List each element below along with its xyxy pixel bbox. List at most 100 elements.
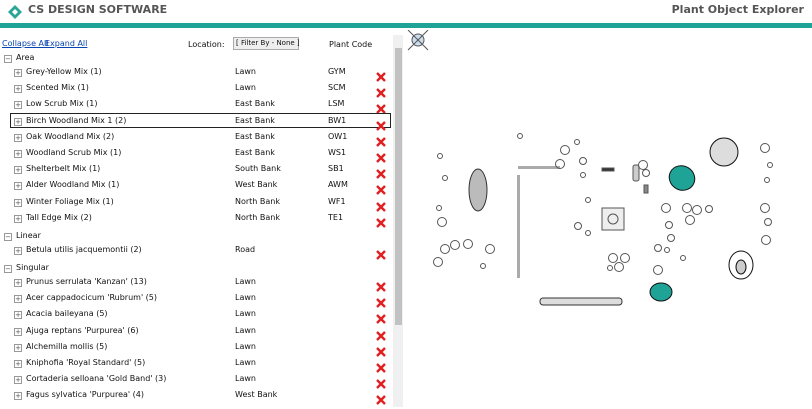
plant-symbol <box>580 172 586 178</box>
plant-name[interactable]: Winter Foliage Mix (1) <box>26 196 114 206</box>
group-name: Linear <box>16 231 41 240</box>
delete-button[interactable] <box>376 293 386 309</box>
delete-icon <box>376 136 386 147</box>
plant-name[interactable]: Acacia baileyana (5) <box>26 309 108 319</box>
delete-icon <box>376 88 386 99</box>
row-toggle[interactable]: + <box>14 247 22 255</box>
delete-button[interactable] <box>376 83 386 99</box>
group-toggle[interactable]: − <box>4 265 12 273</box>
group-toggle[interactable]: − <box>4 55 12 63</box>
delete-icon <box>376 185 386 196</box>
plant-symbol <box>608 253 618 263</box>
plant-symbol <box>692 205 702 215</box>
plan-map[interactable] <box>404 30 812 407</box>
row-toggle[interactable]: + <box>14 150 22 158</box>
group-toggle[interactable]: − <box>4 233 12 241</box>
row-toggle[interactable]: + <box>14 214 22 223</box>
filter-text: [ Filter By - None ] <box>236 39 300 47</box>
delete-button[interactable] <box>376 116 386 131</box>
delete-button[interactable] <box>376 390 386 406</box>
delete-icon <box>376 314 386 325</box>
delete-button[interactable] <box>376 148 386 163</box>
delete-button[interactable] <box>376 99 386 115</box>
row-toggle[interactable]: + <box>14 133 22 142</box>
delete-button[interactable] <box>376 213 386 228</box>
row-toggle[interactable]: + <box>14 69 22 77</box>
expand-all[interactable]: Expand All <box>45 39 88 48</box>
plant-location: North Bank <box>235 212 281 222</box>
scroll-thumb[interactable] <box>395 48 402 325</box>
delete-button[interactable] <box>376 374 386 390</box>
plant-name[interactable]: Tall Edge Mix (2) <box>26 212 92 222</box>
plant-name[interactable]: Cortaderia selloana 'Gold Band' (3) <box>26 374 167 384</box>
plant-symbol <box>665 221 673 229</box>
plant-symbol <box>638 160 648 170</box>
delete-button[interactable] <box>376 164 386 180</box>
plant-symbol <box>680 255 686 261</box>
plant-name[interactable]: Alder Woodland Mix (1) <box>26 180 120 190</box>
plant-code: WS1 <box>328 148 347 157</box>
row-toggle[interactable]: + <box>14 311 22 320</box>
plant-name[interactable]: Low Scrub Mix (1) <box>26 99 98 109</box>
delete-button[interactable] <box>376 245 386 260</box>
row-toggle[interactable]: + <box>14 392 22 401</box>
plant-name[interactable]: Birch Woodland Mix 1 (2) <box>26 115 127 125</box>
plant-symbol <box>642 169 650 177</box>
delete-button[interactable] <box>376 132 386 147</box>
plant-symbol <box>761 235 771 245</box>
delete-icon <box>376 120 386 131</box>
plant-symbol <box>667 234 675 242</box>
window-title: Plant Object Explorer <box>671 3 804 16</box>
plant-name[interactable]: Shelterbelt Mix (1) <box>26 164 101 174</box>
plant-symbol <box>682 203 692 213</box>
plant-symbol <box>764 218 772 226</box>
filter-select[interactable]: [ Filter By - None ] <box>233 37 300 50</box>
delete-button[interactable] <box>376 358 386 373</box>
plant-symbol <box>485 244 495 254</box>
row-toggle[interactable]: + <box>14 327 22 336</box>
plant-location: South Bank <box>235 164 281 174</box>
plant-location: Lawn <box>235 325 256 335</box>
plant-symbol <box>574 139 580 145</box>
group-name: Area <box>16 53 35 62</box>
plant-code: SCM <box>328 83 346 93</box>
plant-name[interactable]: Prunus serrulata 'Kanzan' (13) <box>26 277 147 286</box>
plant-name[interactable]: Woodland Scrub Mix (1) <box>26 148 122 157</box>
delete-button[interactable] <box>376 326 386 341</box>
row-toggle[interactable]: + <box>14 117 22 126</box>
plant-symbol <box>574 222 582 230</box>
plant-symbol <box>585 230 591 236</box>
row-toggle[interactable]: + <box>14 101 22 110</box>
plant-name[interactable]: Kniphofia 'Royal Standard' (5) <box>26 358 146 367</box>
header-bar <box>0 23 812 28</box>
row-toggle[interactable]: + <box>14 343 22 352</box>
plant-name[interactable]: Oak Woodland Mix (2) <box>26 131 115 141</box>
plant-location: Lawn <box>235 358 256 367</box>
delete-button[interactable] <box>376 180 386 196</box>
row-toggle[interactable]: + <box>14 198 22 207</box>
plant-name[interactable]: Alchemilla mollis (5) <box>26 341 108 351</box>
delete-button[interactable] <box>376 309 386 325</box>
row-toggle[interactable]: + <box>14 279 22 287</box>
plant-name[interactable]: Ajuga reptans 'Purpurea' (6) <box>26 325 139 335</box>
plant-name[interactable]: Grey-Yellow Mix (1) <box>26 67 102 76</box>
row-toggle[interactable]: + <box>14 182 22 191</box>
plant-name[interactable]: Fagus sylvatica 'Purpurea' (4) <box>26 390 144 400</box>
row-toggle[interactable]: + <box>14 376 22 385</box>
row-toggle[interactable]: + <box>14 295 22 304</box>
collapse-all[interactable]: Collapse All <box>2 39 49 48</box>
delete-button[interactable] <box>376 277 386 292</box>
plant-location: East Bank <box>235 148 275 157</box>
plant-name[interactable]: Scented Mix (1) <box>26 83 89 93</box>
plant-symbol <box>442 175 448 181</box>
plant-name[interactable]: Betula utilis jacquemontii (2) <box>26 245 142 254</box>
row-toggle[interactable]: + <box>14 85 22 94</box>
row-toggle[interactable]: + <box>14 166 22 175</box>
plant-name[interactable]: Acer cappadocicum 'Rubrum' (5) <box>26 293 158 303</box>
delete-button[interactable] <box>376 342 386 357</box>
row-toggle[interactable]: + <box>14 360 22 368</box>
plant-symbol <box>705 205 713 213</box>
delete-button[interactable] <box>376 197 386 212</box>
plant-symbol <box>614 262 624 272</box>
delete-button[interactable] <box>376 67 386 82</box>
